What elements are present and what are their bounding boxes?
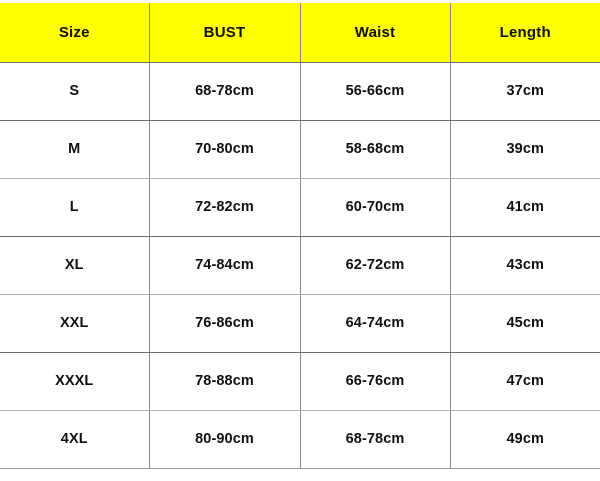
column-header-bust-label: BUST [203,23,246,41]
cell-length: 45cm [450,294,600,353]
cell-bust-value: 80-90cm [195,430,254,447]
cell-length-value: 45cm [506,314,544,331]
cell-waist: 60-70cm [300,178,451,237]
size-chart-table: Size BUST Waist Length S 68-78cm 56-66cm… [0,3,600,469]
table-row: XXL 76-86cm 64-74cm 45cm [0,294,600,353]
cell-length: 39cm [450,120,600,179]
cell-size: XXL [0,294,150,353]
column-header-waist-label: Waist [354,23,396,41]
cell-waist-value: 62-72cm [345,256,405,273]
cell-length-value: 43cm [506,256,544,273]
cell-waist-value: 60-70cm [345,198,405,215]
cell-bust-value: 72-82cm [195,198,254,215]
cell-size-value: XXL [60,314,89,331]
cell-size: XXXL [0,352,150,411]
cell-length-value: 49cm [506,430,544,447]
cell-size-value: XXXL [55,372,94,389]
cell-size: XL [0,236,150,295]
cell-bust: 74-84cm [149,236,301,295]
column-header-size-label: Size [58,23,90,41]
cell-waist: 64-74cm [300,294,451,353]
cell-size-value: 4XL [60,430,88,447]
column-header-waist: Waist [300,3,451,63]
cell-size: L [0,178,150,237]
cell-waist-value: 58-68cm [345,140,405,157]
cell-bust: 78-88cm [149,352,301,411]
cell-bust-value: 70-80cm [195,140,254,157]
cell-waist-value: 64-74cm [345,314,405,331]
cell-length: 47cm [450,352,600,411]
column-header-bust: BUST [149,3,301,63]
cell-waist-value: 68-78cm [345,430,405,447]
cell-length: 49cm [450,410,600,469]
cell-length: 43cm [450,236,600,295]
column-header-length: Length [450,3,600,63]
cell-size-value: XL [64,256,84,273]
cell-waist: 66-76cm [300,352,451,411]
cell-length: 41cm [450,178,600,237]
cell-waist: 68-78cm [300,410,451,469]
cell-waist-value: 66-76cm [345,372,405,389]
table-row: XL 74-84cm 62-72cm 43cm [0,236,600,295]
cell-size: S [0,62,150,121]
cell-bust: 72-82cm [149,178,301,237]
cell-length: 37cm [450,62,600,121]
cell-length-value: 47cm [506,372,544,389]
cell-waist-value: 56-66cm [345,82,405,99]
cell-bust-value: 68-78cm [195,82,254,99]
table-body: S 68-78cm 56-66cm 37cm M 70-80cm 58-68cm… [0,62,600,469]
table-row: XXXL 78-88cm 66-76cm 47cm [0,352,600,411]
cell-bust: 76-86cm [149,294,301,353]
cell-length-value: 37cm [506,82,544,99]
cell-length-value: 41cm [506,198,544,215]
cell-waist: 58-68cm [300,120,451,179]
table-row: 4XL 80-90cm 68-78cm 49cm [0,410,600,469]
cell-bust: 70-80cm [149,120,301,179]
cell-size: M [0,120,150,179]
cell-size-value: M [68,140,81,157]
cell-length-value: 39cm [506,140,544,157]
table-row: S 68-78cm 56-66cm 37cm [0,62,600,121]
header-row: Size BUST Waist Length [0,3,600,63]
table-row: L 72-82cm 60-70cm 41cm [0,178,600,237]
cell-bust-value: 76-86cm [195,314,254,331]
cell-bust: 68-78cm [149,62,301,121]
column-header-length-label: Length [499,23,551,41]
cell-size-value: L [69,198,79,215]
column-header-size: Size [0,3,150,63]
cell-waist: 62-72cm [300,236,451,295]
table-header: Size BUST Waist Length [0,3,600,63]
cell-size: 4XL [0,410,150,469]
cell-waist: 56-66cm [300,62,451,121]
cell-bust-value: 78-88cm [195,372,254,389]
cell-bust: 80-90cm [149,410,301,469]
cell-bust-value: 74-84cm [195,256,254,273]
table-row: M 70-80cm 58-68cm 39cm [0,120,600,179]
cell-size-value: S [69,82,80,99]
